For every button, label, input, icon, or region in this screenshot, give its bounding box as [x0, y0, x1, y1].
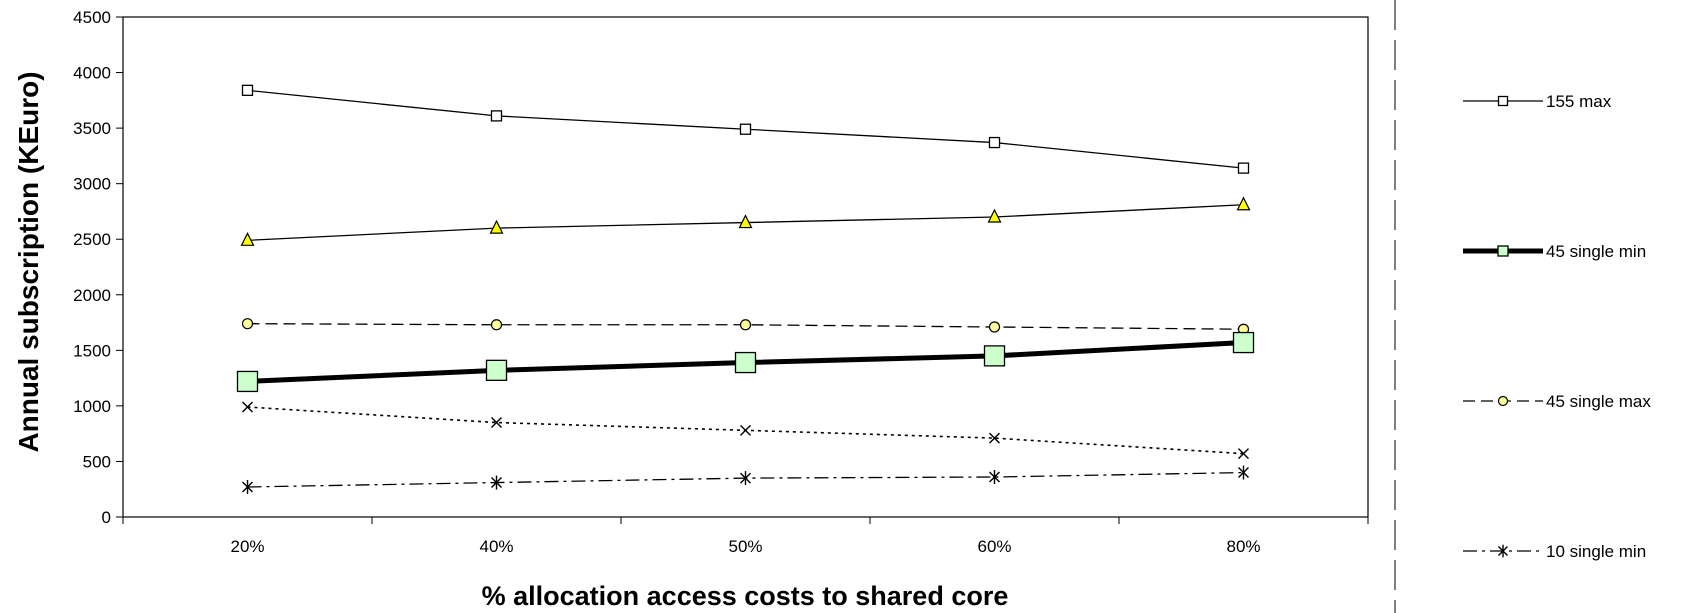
- series-4: [236, 331, 1255, 393]
- legend: 155 max 45 single min 45 single max 10 sing…: [1463, 92, 1651, 561]
- data-point-marker: [739, 123, 752, 135]
- data-point-marker: [491, 475, 502, 490]
- data-point-marker: [1497, 245, 1509, 257]
- x-tick-label: 40%: [479, 537, 513, 556]
- data-point-marker: [738, 214, 753, 229]
- series-1: [241, 84, 1250, 174]
- x-axis-title: % allocation access costs to shared core: [482, 581, 1009, 611]
- x-tick-label: 20%: [230, 537, 264, 556]
- legend-item: 10 single min: [1463, 542, 1646, 561]
- marker-stroke: [491, 417, 502, 429]
- data-point-marker: [1497, 95, 1509, 107]
- series-2: [240, 196, 1251, 246]
- legend-label: 45 single max: [1546, 392, 1651, 411]
- y-tick-label: 3500: [73, 119, 111, 138]
- data-point-marker: [242, 401, 253, 413]
- data-point-marker: [1238, 448, 1249, 460]
- data-point-marker: [490, 319, 503, 331]
- data-point-marker: [987, 208, 1002, 223]
- data-point-marker: [989, 432, 1000, 444]
- x-axis: 20% 40% 50% 60% 80%: [122, 517, 1369, 556]
- marker-stroke: [1238, 448, 1249, 460]
- data-point-marker: [240, 231, 255, 246]
- data-point-marker: [1237, 162, 1250, 174]
- data-point-marker: [1236, 196, 1251, 211]
- y-axis-title: Annual subscription (KEuro): [13, 71, 44, 452]
- y-tick-label: 2500: [73, 230, 111, 249]
- data-point-marker: [241, 318, 254, 330]
- y-tick-label: 4500: [73, 8, 111, 27]
- legend-item: 45 single min: [1463, 242, 1646, 261]
- series-6: [242, 465, 1249, 494]
- data-point-marker: [1498, 544, 1508, 558]
- data-point-marker: [1497, 395, 1509, 407]
- y-tick-label: 1500: [73, 341, 111, 360]
- legend-label: 45 single min: [1546, 242, 1646, 261]
- y-tick-label: 2000: [73, 286, 111, 305]
- y-tick-label: 1000: [73, 397, 111, 416]
- data-point-marker: [490, 110, 503, 122]
- x-tick-label: 60%: [977, 537, 1011, 556]
- data-point-marker: [241, 84, 254, 96]
- series-line: [247, 323, 1244, 330]
- series-3: [241, 318, 1250, 335]
- data-point-marker: [989, 470, 1000, 484]
- data-point-marker: [1232, 331, 1255, 354]
- data-point-marker: [1238, 465, 1249, 480]
- y-tick-label: 500: [83, 452, 111, 471]
- y-tick-label: 3000: [73, 175, 111, 194]
- data-point-marker: [734, 351, 757, 374]
- plot-frame: [122, 16, 1369, 518]
- marker-stroke: [989, 432, 1000, 444]
- marker-stroke: [740, 424, 751, 436]
- y-tick-label: 4000: [73, 64, 111, 83]
- data-point-marker: [739, 319, 752, 331]
- data-point-marker: [988, 321, 1001, 333]
- data-point-marker: [491, 417, 502, 429]
- data-point-marker: [988, 136, 1001, 149]
- series-5: [242, 401, 1249, 460]
- data-point-marker: [740, 424, 751, 436]
- data-point-marker: [485, 359, 508, 381]
- x-tick-label: 80%: [1226, 537, 1260, 556]
- y-axis: 0 500 1000 1500 2000 2500 3000 3500 4000 4500: [73, 8, 123, 527]
- marker-stroke: [242, 401, 253, 413]
- x-tick-label: 50%: [728, 537, 762, 556]
- data-point-marker: [242, 480, 253, 494]
- legend-item: 155 max: [1463, 92, 1612, 111]
- data-point-marker: [236, 370, 259, 393]
- data-point-marker: [983, 345, 1006, 367]
- legend-label: 155 max: [1546, 92, 1612, 111]
- legend-item: 45 single max: [1463, 392, 1651, 411]
- data-point-marker: [489, 219, 504, 234]
- data-point-marker: [740, 471, 751, 486]
- y-tick-label: 0: [102, 508, 111, 527]
- series-layer: [236, 84, 1255, 494]
- legend-label: 10 single min: [1546, 542, 1646, 561]
- plot-area-border: [122, 16, 1369, 518]
